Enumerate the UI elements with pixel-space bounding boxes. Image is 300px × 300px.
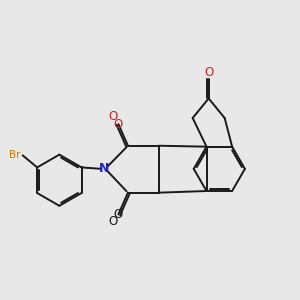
Text: O: O bbox=[114, 118, 123, 130]
Text: O: O bbox=[204, 66, 213, 79]
Text: O: O bbox=[109, 110, 118, 123]
Text: O: O bbox=[114, 208, 123, 221]
Text: N: N bbox=[99, 162, 110, 175]
Text: Br: Br bbox=[9, 150, 20, 160]
Text: O: O bbox=[109, 215, 118, 228]
